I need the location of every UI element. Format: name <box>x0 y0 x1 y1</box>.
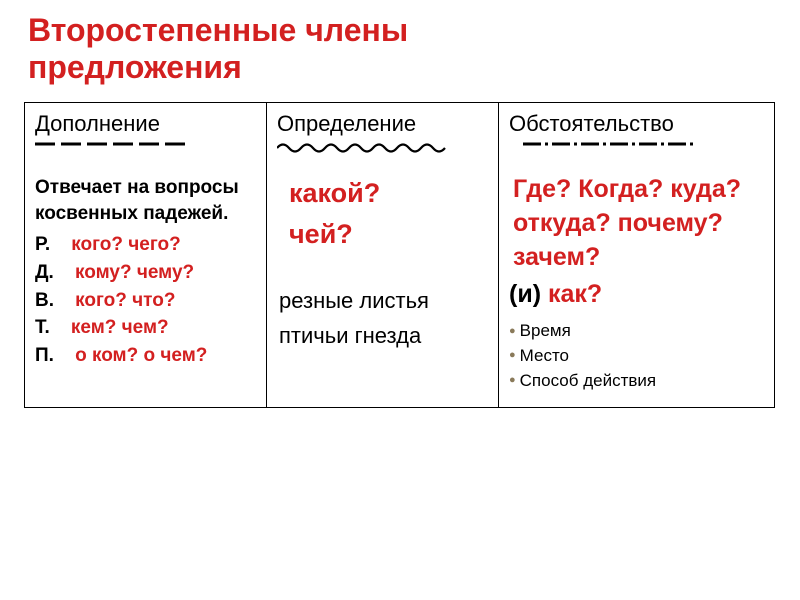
bullet-text: Способ действия <box>520 371 656 390</box>
col2-questions: Где? Когда? куда? откуда? почему? зачем? <box>509 173 764 274</box>
col1-header: Определение <box>277 111 488 137</box>
title-line1: Второстепенные члены <box>28 12 408 48</box>
slide-title: Второстепенные члены предложения <box>28 12 408 86</box>
col-dopolnenie: Дополнение Отвечает на вопросы косвенных… <box>25 103 267 408</box>
case-label: Р. <box>35 234 50 255</box>
bullet-dot-icon: ● <box>509 349 516 361</box>
col0-lead: Отвечает на вопросы косвенных падежей. <box>35 175 256 226</box>
col0-header: Дополнение <box>35 111 256 137</box>
sp <box>55 234 66 255</box>
bullet-item: ● Способ действия <box>509 369 764 394</box>
case-row: П. о ком? о чем? <box>35 343 256 369</box>
i-prefix: (и) <box>509 280 548 308</box>
case-q: кому? чему? <box>75 262 194 283</box>
sp <box>59 290 70 311</box>
col0-body: Отвечает на вопросы косвенных падежей. Р… <box>35 175 256 368</box>
case-row: Д. кому? чему? <box>35 260 256 286</box>
underline-dashed-icon <box>35 141 256 149</box>
case-label: В. <box>35 290 54 311</box>
bullet-text: Место <box>520 346 569 365</box>
case-label: П. <box>35 345 54 366</box>
i-q: как? <box>548 280 602 308</box>
title-line2: предложения <box>28 49 242 85</box>
col-opredelenie: Определение какой? чей? резные листья пт… <box>267 103 499 408</box>
bullet-dot-icon: ● <box>509 374 516 386</box>
col1-q0: какой? <box>289 173 488 214</box>
case-q: кем? чем? <box>71 317 169 338</box>
case-label: Д. <box>35 262 54 283</box>
case-q: о ком? о чем? <box>75 345 207 366</box>
bullet-text: Время <box>520 321 571 340</box>
case-label: Т. <box>35 317 50 338</box>
col1-q1: чей? <box>289 214 488 255</box>
sp <box>59 262 70 283</box>
case-q: кого? что? <box>75 290 175 311</box>
case-row: Т. кем? чем? <box>35 315 256 341</box>
bullet-dot-icon: ● <box>509 325 516 337</box>
col2-i-question: (и) как? <box>509 280 764 309</box>
case-row: Р. кого? чего? <box>35 232 256 258</box>
underline-dash-dot-icon <box>523 141 764 149</box>
col-obstoyatelstvo: Обстоятельство Где? Когда? куда? откуда?… <box>499 103 775 408</box>
case-q: кого? чего? <box>71 234 181 255</box>
col1-ex0: резные листья <box>279 286 488 317</box>
bullet-item: ● Время <box>509 319 764 344</box>
bullet-item: ● Место <box>509 344 764 369</box>
case-row: В. кого? что? <box>35 288 256 314</box>
underline-wavy-icon <box>277 141 488 155</box>
sp <box>59 345 70 366</box>
col2-header: Обстоятельство <box>509 111 764 137</box>
content-table: Дополнение Отвечает на вопросы косвенных… <box>24 102 775 408</box>
col2-bullets: ● Время ● Место ● Способ действия <box>509 319 764 393</box>
sp <box>55 317 66 338</box>
col1-ex1: птичьи гнезда <box>279 321 488 352</box>
